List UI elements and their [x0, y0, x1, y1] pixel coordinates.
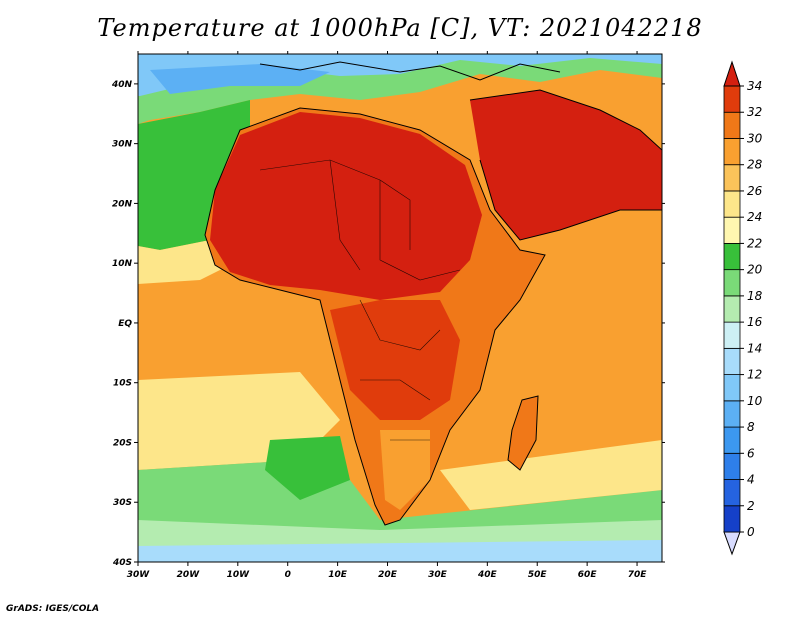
colorbar-label: 16 — [747, 315, 763, 329]
colorbar-swatch — [723, 243, 741, 271]
colorbar-label: 32 — [747, 105, 762, 119]
colorbar-min-arrow — [723, 531, 741, 556]
colorbar-swatch — [723, 426, 741, 454]
lon-tick-label: 10W — [227, 570, 251, 580]
lat-tick-label: 40S — [112, 558, 132, 568]
colorbar-swatch — [723, 164, 741, 192]
colorbar-label: 30 — [747, 131, 763, 145]
lon-tick-label: 30W — [127, 570, 151, 580]
lat-tick-label: 20S — [113, 438, 132, 448]
colorbar-label: 34 — [747, 79, 762, 93]
lon-tick-label: 60E — [578, 570, 598, 580]
colorbar-label: 18 — [747, 289, 763, 303]
colorbar-swatch — [723, 269, 741, 297]
colorbar-label: 28 — [747, 158, 763, 172]
lon-tick-label: 50E — [528, 570, 548, 580]
lon-tick-label: 70E — [628, 570, 648, 580]
map-axes: 30W 20W 10W 0 10E 20E 30E 40E 50E 60E 70E 40N 30N 20N… — [111, 51, 665, 580]
coastlines — [204, 61, 662, 526]
colorbar-label: 20 — [747, 263, 763, 277]
colorbar-label: 12 — [747, 368, 762, 382]
colorbar-label: 0 — [747, 525, 755, 539]
map-frame — [137, 53, 663, 563]
lon-tick-label: 40E — [477, 570, 498, 580]
lat-tick-label: EQ — [118, 319, 132, 329]
colorbar-swatch — [723, 216, 741, 244]
colorbar-label: 14 — [747, 341, 762, 355]
colorbar-swatch — [723, 295, 741, 323]
colorbar-swatch — [723, 347, 741, 375]
colorbar-swatch — [723, 111, 741, 139]
lon-tick-label: 30E — [428, 570, 448, 580]
lat-tick-label: 40N — [111, 80, 133, 90]
colorbar-swatch — [723, 400, 741, 428]
lat-tick-label: 10S — [113, 379, 132, 389]
colorbar-label: 22 — [747, 236, 762, 250]
colorbar-label: 10 — [747, 394, 763, 408]
lon-tick-label: 20W — [177, 570, 201, 580]
colorbar-swatch — [723, 321, 741, 349]
lat-tick-label: 30S — [113, 498, 132, 508]
colorbar-label: 6 — [747, 446, 755, 460]
borders — [259, 159, 461, 441]
colorbar-swatch — [723, 479, 741, 507]
colorbar-label: 24 — [747, 210, 762, 224]
colorbar-swatch — [723, 190, 741, 218]
colorbar-label: 26 — [747, 184, 763, 198]
lon-tick-label: 20E — [378, 570, 398, 580]
lat-tick-label: 30N — [112, 140, 133, 150]
colorbar-label: 4 — [747, 473, 755, 487]
colorbar-max-arrow — [723, 60, 741, 87]
colorbar-label: 8 — [747, 420, 755, 434]
lat-tick-label: 10N — [112, 259, 133, 269]
lon-tick-label: 10E — [328, 570, 348, 580]
map-field — [138, 54, 662, 562]
map-title: Temperature at 1000hPa [C], VT: 20210422… — [97, 14, 703, 42]
lat-tick-label: 20N — [112, 199, 133, 209]
colorbar-swatch — [723, 452, 741, 480]
colorbar-swatch — [723, 374, 741, 402]
colorbar-swatch — [723, 138, 741, 166]
colorbar-swatch — [723, 85, 741, 113]
arabia-land — [470, 90, 662, 240]
lon-tick-label: 0 — [285, 570, 291, 580]
credit-text: GrADS: IGES/COLA — [6, 604, 100, 614]
colorbar-swatch — [723, 505, 741, 533]
colorbar-label: 2 — [747, 499, 755, 513]
madagascar-land — [508, 396, 538, 470]
